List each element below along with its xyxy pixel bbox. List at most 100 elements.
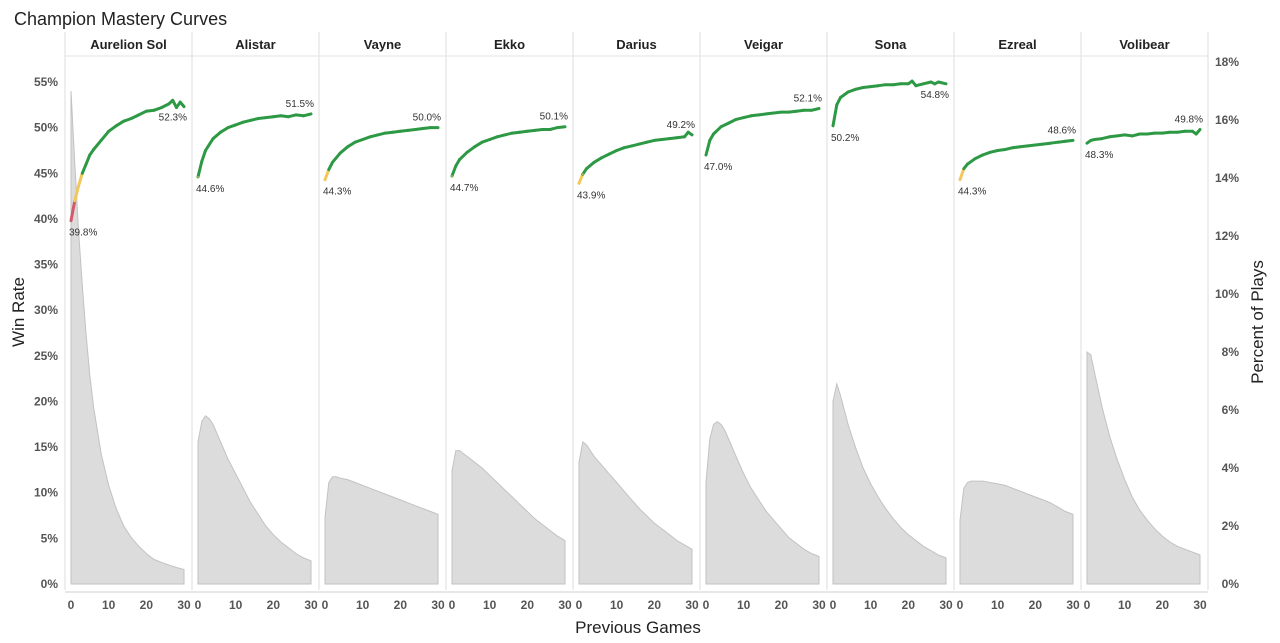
x-tick-label: 30 bbox=[1066, 598, 1080, 612]
win-rate-point bbox=[922, 83, 925, 85]
y-left-tick-label: 35% bbox=[34, 258, 58, 272]
x-tick-label: 0 bbox=[195, 598, 202, 612]
win-rate-point bbox=[100, 139, 102, 142]
win-rate-point bbox=[249, 119, 252, 122]
win-rate-point bbox=[429, 126, 432, 129]
y-left-tick-label: 10% bbox=[34, 486, 58, 500]
win-rate-point bbox=[201, 160, 203, 163]
win-rate-point bbox=[179, 101, 181, 103]
win-rate-segment bbox=[338, 145, 350, 155]
win-rate-point bbox=[310, 113, 312, 115]
win-rate-point bbox=[227, 126, 229, 129]
win-rate-point bbox=[346, 146, 349, 148]
win-rate-point bbox=[900, 83, 902, 85]
x-tick-label: 10 bbox=[102, 598, 116, 612]
win-rate-point bbox=[735, 118, 737, 121]
win-rate-end-label: 49.8% bbox=[1175, 114, 1203, 125]
win-rate-point bbox=[197, 176, 199, 178]
panel-sona: Sona 0 10 20 30 50.2% 54.8% bbox=[826, 32, 953, 612]
x-tick-label: 20 bbox=[1156, 598, 1170, 612]
win-rate-point bbox=[959, 178, 961, 181]
win-rate-point bbox=[668, 137, 671, 140]
x-tick-label: 20 bbox=[394, 598, 408, 612]
win-rate-point bbox=[930, 81, 932, 83]
panel-header: Darius bbox=[616, 37, 656, 52]
y-right-tick-label: 12% bbox=[1215, 229, 1239, 243]
win-rate-point bbox=[376, 134, 379, 136]
panel-header: Alistar bbox=[235, 37, 275, 52]
win-rate-point bbox=[488, 138, 491, 141]
win-rate-segment bbox=[211, 130, 223, 141]
win-rate-point bbox=[122, 120, 125, 122]
win-rate-point bbox=[742, 116, 745, 119]
y-left-tick-label: 40% bbox=[34, 212, 58, 226]
win-rate-point bbox=[384, 132, 387, 134]
win-rate-point bbox=[414, 128, 417, 131]
y-left-tick-label: 15% bbox=[34, 440, 58, 454]
win-rate-point bbox=[765, 113, 768, 115]
win-rate-point bbox=[272, 115, 275, 118]
win-rate-point bbox=[1042, 143, 1044, 145]
win-rate-point bbox=[1011, 146, 1014, 149]
win-rate-point bbox=[473, 146, 476, 148]
win-rate-point bbox=[466, 151, 468, 154]
win-rate-point bbox=[219, 131, 222, 133]
win-rate-point bbox=[295, 114, 297, 116]
win-rate-segment bbox=[107, 124, 118, 133]
win-rate-point bbox=[795, 110, 798, 112]
win-rate-point bbox=[981, 154, 984, 156]
win-rate-point bbox=[803, 109, 805, 112]
y-left-tick-label: 50% bbox=[34, 121, 58, 135]
win-rate-point bbox=[85, 163, 87, 165]
win-rate-point bbox=[1191, 130, 1194, 133]
x-tick-label: 30 bbox=[558, 598, 572, 612]
win-rate-point bbox=[810, 109, 813, 112]
plays-area bbox=[705, 420, 820, 585]
win-rate-point bbox=[564, 125, 566, 128]
win-rate-end-label: 52.1% bbox=[794, 93, 822, 104]
win-rate-point bbox=[1093, 138, 1096, 141]
win-rate-point bbox=[92, 148, 95, 151]
win-rate-point bbox=[1057, 141, 1059, 143]
y-left-tick-label: 30% bbox=[34, 303, 58, 317]
y-right-tick-label: 2% bbox=[1222, 519, 1240, 533]
plays-area bbox=[451, 450, 566, 585]
win-rate-point bbox=[369, 136, 372, 138]
panel-ezreal: Ezreal 0 10 20 30 44.3% 48.6% bbox=[953, 32, 1080, 612]
win-rate-point bbox=[392, 131, 394, 133]
y-right-tick-label: 8% bbox=[1222, 345, 1240, 359]
win-rate-point bbox=[966, 163, 969, 165]
win-rate-point bbox=[280, 115, 282, 117]
win-rate-point bbox=[204, 149, 207, 152]
win-rate-point bbox=[907, 83, 910, 85]
win-rate-point bbox=[511, 132, 514, 134]
x-tick-label: 20 bbox=[521, 598, 535, 612]
win-rate-start-label: 43.9% bbox=[577, 190, 605, 201]
plays-area bbox=[70, 90, 185, 585]
win-rate-point bbox=[212, 137, 214, 140]
x-tick-label: 10 bbox=[864, 598, 878, 612]
win-rate-point bbox=[130, 117, 133, 120]
panel-header: Volibear bbox=[1119, 37, 1169, 52]
win-rate-point bbox=[549, 128, 551, 131]
win-rate-point bbox=[481, 141, 483, 143]
y-left-tick-label: 0% bbox=[41, 577, 59, 591]
x-tick-label: 10 bbox=[991, 598, 1005, 612]
win-rate-point bbox=[175, 106, 178, 109]
x-tick-label: 30 bbox=[812, 598, 826, 612]
x-tick-label: 10 bbox=[356, 598, 370, 612]
win-rate-point bbox=[623, 146, 625, 149]
win-rate-point bbox=[331, 161, 334, 164]
win-rate-point bbox=[503, 134, 506, 136]
win-rate-point bbox=[1116, 135, 1118, 137]
win-rate-segment bbox=[810, 107, 821, 112]
win-rate-segment bbox=[323, 168, 331, 182]
win-rate-point bbox=[720, 125, 722, 128]
win-rate-point bbox=[81, 172, 84, 175]
win-rate-point bbox=[646, 141, 648, 143]
y-right-tick-label: 16% bbox=[1215, 113, 1239, 127]
win-rate-point bbox=[1108, 136, 1111, 138]
win-rate-point bbox=[615, 149, 618, 152]
win-rate-segment bbox=[556, 125, 567, 130]
y-left-tick-label: 25% bbox=[34, 349, 58, 363]
